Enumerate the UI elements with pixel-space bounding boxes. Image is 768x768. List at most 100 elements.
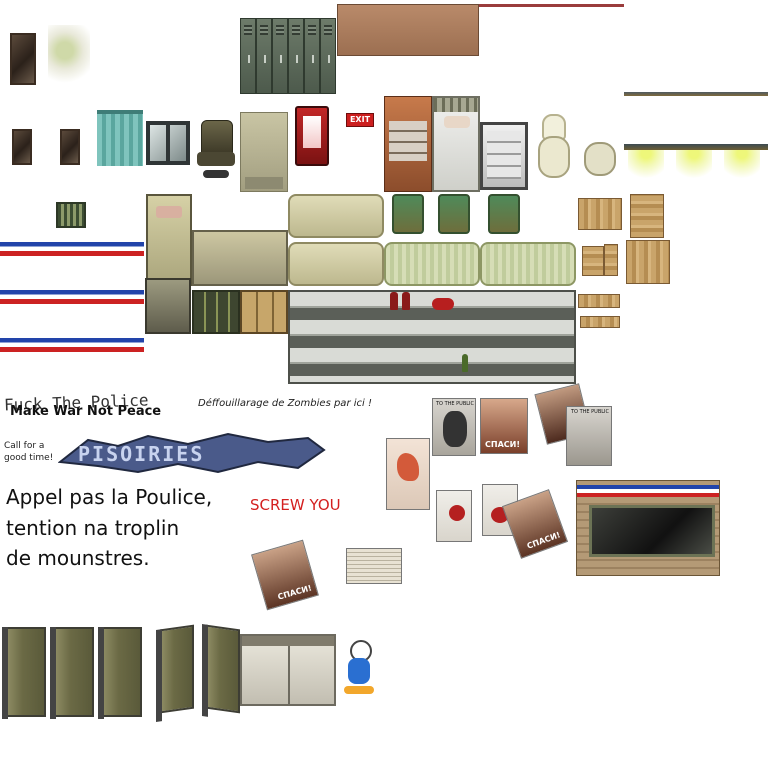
- vending-machine-icon: [295, 106, 329, 166]
- newspaper-poster: [346, 548, 402, 584]
- counter-top: [192, 230, 288, 286]
- graffiti-tag-svg: [57, 432, 326, 474]
- graffiti-appel-line3: de mounstres.: [6, 546, 150, 570]
- wood-plank-icon: [626, 240, 670, 284]
- sofa-icon: [384, 242, 480, 286]
- rooster-icon: [397, 453, 419, 481]
- poster-spasi: СПАСИ!: [485, 440, 520, 449]
- window-divider: [166, 125, 170, 161]
- duck-sprite-icon: [340, 640, 380, 698]
- locker-icon: [256, 18, 272, 94]
- ceiling-light-icon: [676, 150, 712, 184]
- ceiling-light-icon: [724, 150, 760, 184]
- toilet-stall-icon: [50, 627, 94, 719]
- ceiling-light-icon: [628, 150, 664, 184]
- office-chair-icon: [195, 120, 237, 184]
- vending-window: [303, 116, 321, 148]
- graffiti-screw-you: SCREW YOU: [250, 496, 341, 514]
- bed-icon: [432, 96, 480, 192]
- graffiti-tag: PISOIRIES: [57, 432, 326, 474]
- graffiti-zombies: Déffouillarage de Zombies par ici !: [198, 398, 372, 409]
- wood-plank-icon: [580, 316, 620, 328]
- flag-stripe-trim: [0, 242, 144, 256]
- chair-back: [201, 120, 233, 154]
- window-icon: [589, 505, 715, 557]
- poster-spasi: СПАСИ!: [525, 530, 562, 551]
- monster-figure: [443, 411, 467, 447]
- to-the-public-poster: TO THE PUBLIC: [432, 398, 476, 456]
- fridge-icon: [480, 122, 528, 190]
- locker-icon: [240, 18, 256, 94]
- bottle-icon: [402, 292, 410, 310]
- poster-title: TO THE PUBLIC: [571, 409, 609, 415]
- toilet-stall-icon: [98, 627, 142, 719]
- panel-base: [245, 177, 283, 189]
- chair-seat: [197, 152, 235, 166]
- meat-pile: [432, 298, 454, 310]
- bottle-icon: [462, 354, 468, 372]
- crate-stack: [192, 290, 240, 334]
- green-chair-icon: [488, 194, 520, 234]
- washer-divider: [288, 646, 290, 704]
- flag-stripe-trim: [0, 290, 144, 304]
- toilet-stall-icon: [160, 624, 194, 714]
- sofa-icon: [288, 194, 384, 238]
- toilet-bowl: [538, 136, 570, 178]
- mirror-icon: [10, 33, 36, 85]
- wall-panel: [240, 112, 288, 192]
- bed-pillow: [444, 116, 470, 128]
- brown-curtain: [337, 4, 479, 56]
- duck-feet: [344, 686, 374, 694]
- washer-panel: [242, 636, 334, 646]
- washing-machine-icon: [240, 634, 336, 706]
- graffiti-tag-text: PISOIRIES: [78, 442, 205, 466]
- graffiti-appel-line1: Appel pas la Poulice,: [6, 485, 213, 509]
- toilet-stall-icon: [2, 627, 46, 719]
- green-chair-icon: [392, 194, 424, 234]
- flag-stripe-trim: [0, 338, 144, 352]
- blood-splatter: [449, 505, 465, 521]
- locker-icon: [288, 18, 304, 94]
- poster-spasi: СПАСИ!: [276, 583, 313, 602]
- sofa-icon: [480, 242, 576, 286]
- exit-sign-icon: EXIT: [346, 113, 374, 127]
- to-the-public-poster: TO THE PUBLIC: [566, 406, 612, 466]
- shelf-window: [389, 121, 427, 161]
- rooster-poster: [386, 438, 430, 510]
- ceiling-trim: [479, 4, 624, 7]
- propaganda-poster: СПАСИ!: [480, 398, 528, 454]
- flag-stripe-trim: [577, 485, 719, 497]
- locker-icon: [304, 18, 320, 94]
- vent-icon: [56, 202, 86, 228]
- bed-icon: [146, 194, 192, 286]
- toilet-stall-icon: [206, 624, 240, 714]
- locker-row: [240, 18, 336, 96]
- toilet-icon: [584, 142, 616, 188]
- bed-headboard: [434, 98, 478, 112]
- shop-shelf: [384, 96, 432, 192]
- exit-label: EXIT: [349, 115, 371, 124]
- bed-pillow: [156, 206, 182, 218]
- wood-plank-icon: [578, 294, 620, 308]
- toilet-bowl: [584, 142, 616, 176]
- wood-plank-icon: [630, 194, 664, 238]
- store-shelf: [288, 290, 576, 384]
- poster-title: TO THE PUBLIC: [436, 401, 474, 407]
- sofa-icon: [288, 242, 384, 286]
- ceiling-light-rail: [624, 144, 768, 150]
- blood-poster: [436, 490, 472, 542]
- locker-icon: [240, 290, 288, 334]
- propaganda-poster: СПАСИ!: [251, 539, 319, 611]
- mirror-icon: [60, 129, 80, 165]
- wood-plank-icon: [604, 244, 618, 276]
- chair-base: [203, 170, 229, 178]
- wood-plank-icon: [578, 198, 622, 230]
- graffiti-make-war: Make War Not Peace: [10, 404, 162, 419]
- locker-icon: [320, 18, 336, 94]
- toilet-icon: [536, 114, 570, 186]
- wall-machine: [145, 278, 191, 334]
- stain-decal: [48, 25, 90, 89]
- locker-icon: [272, 18, 288, 94]
- fridge-contents: [487, 131, 521, 179]
